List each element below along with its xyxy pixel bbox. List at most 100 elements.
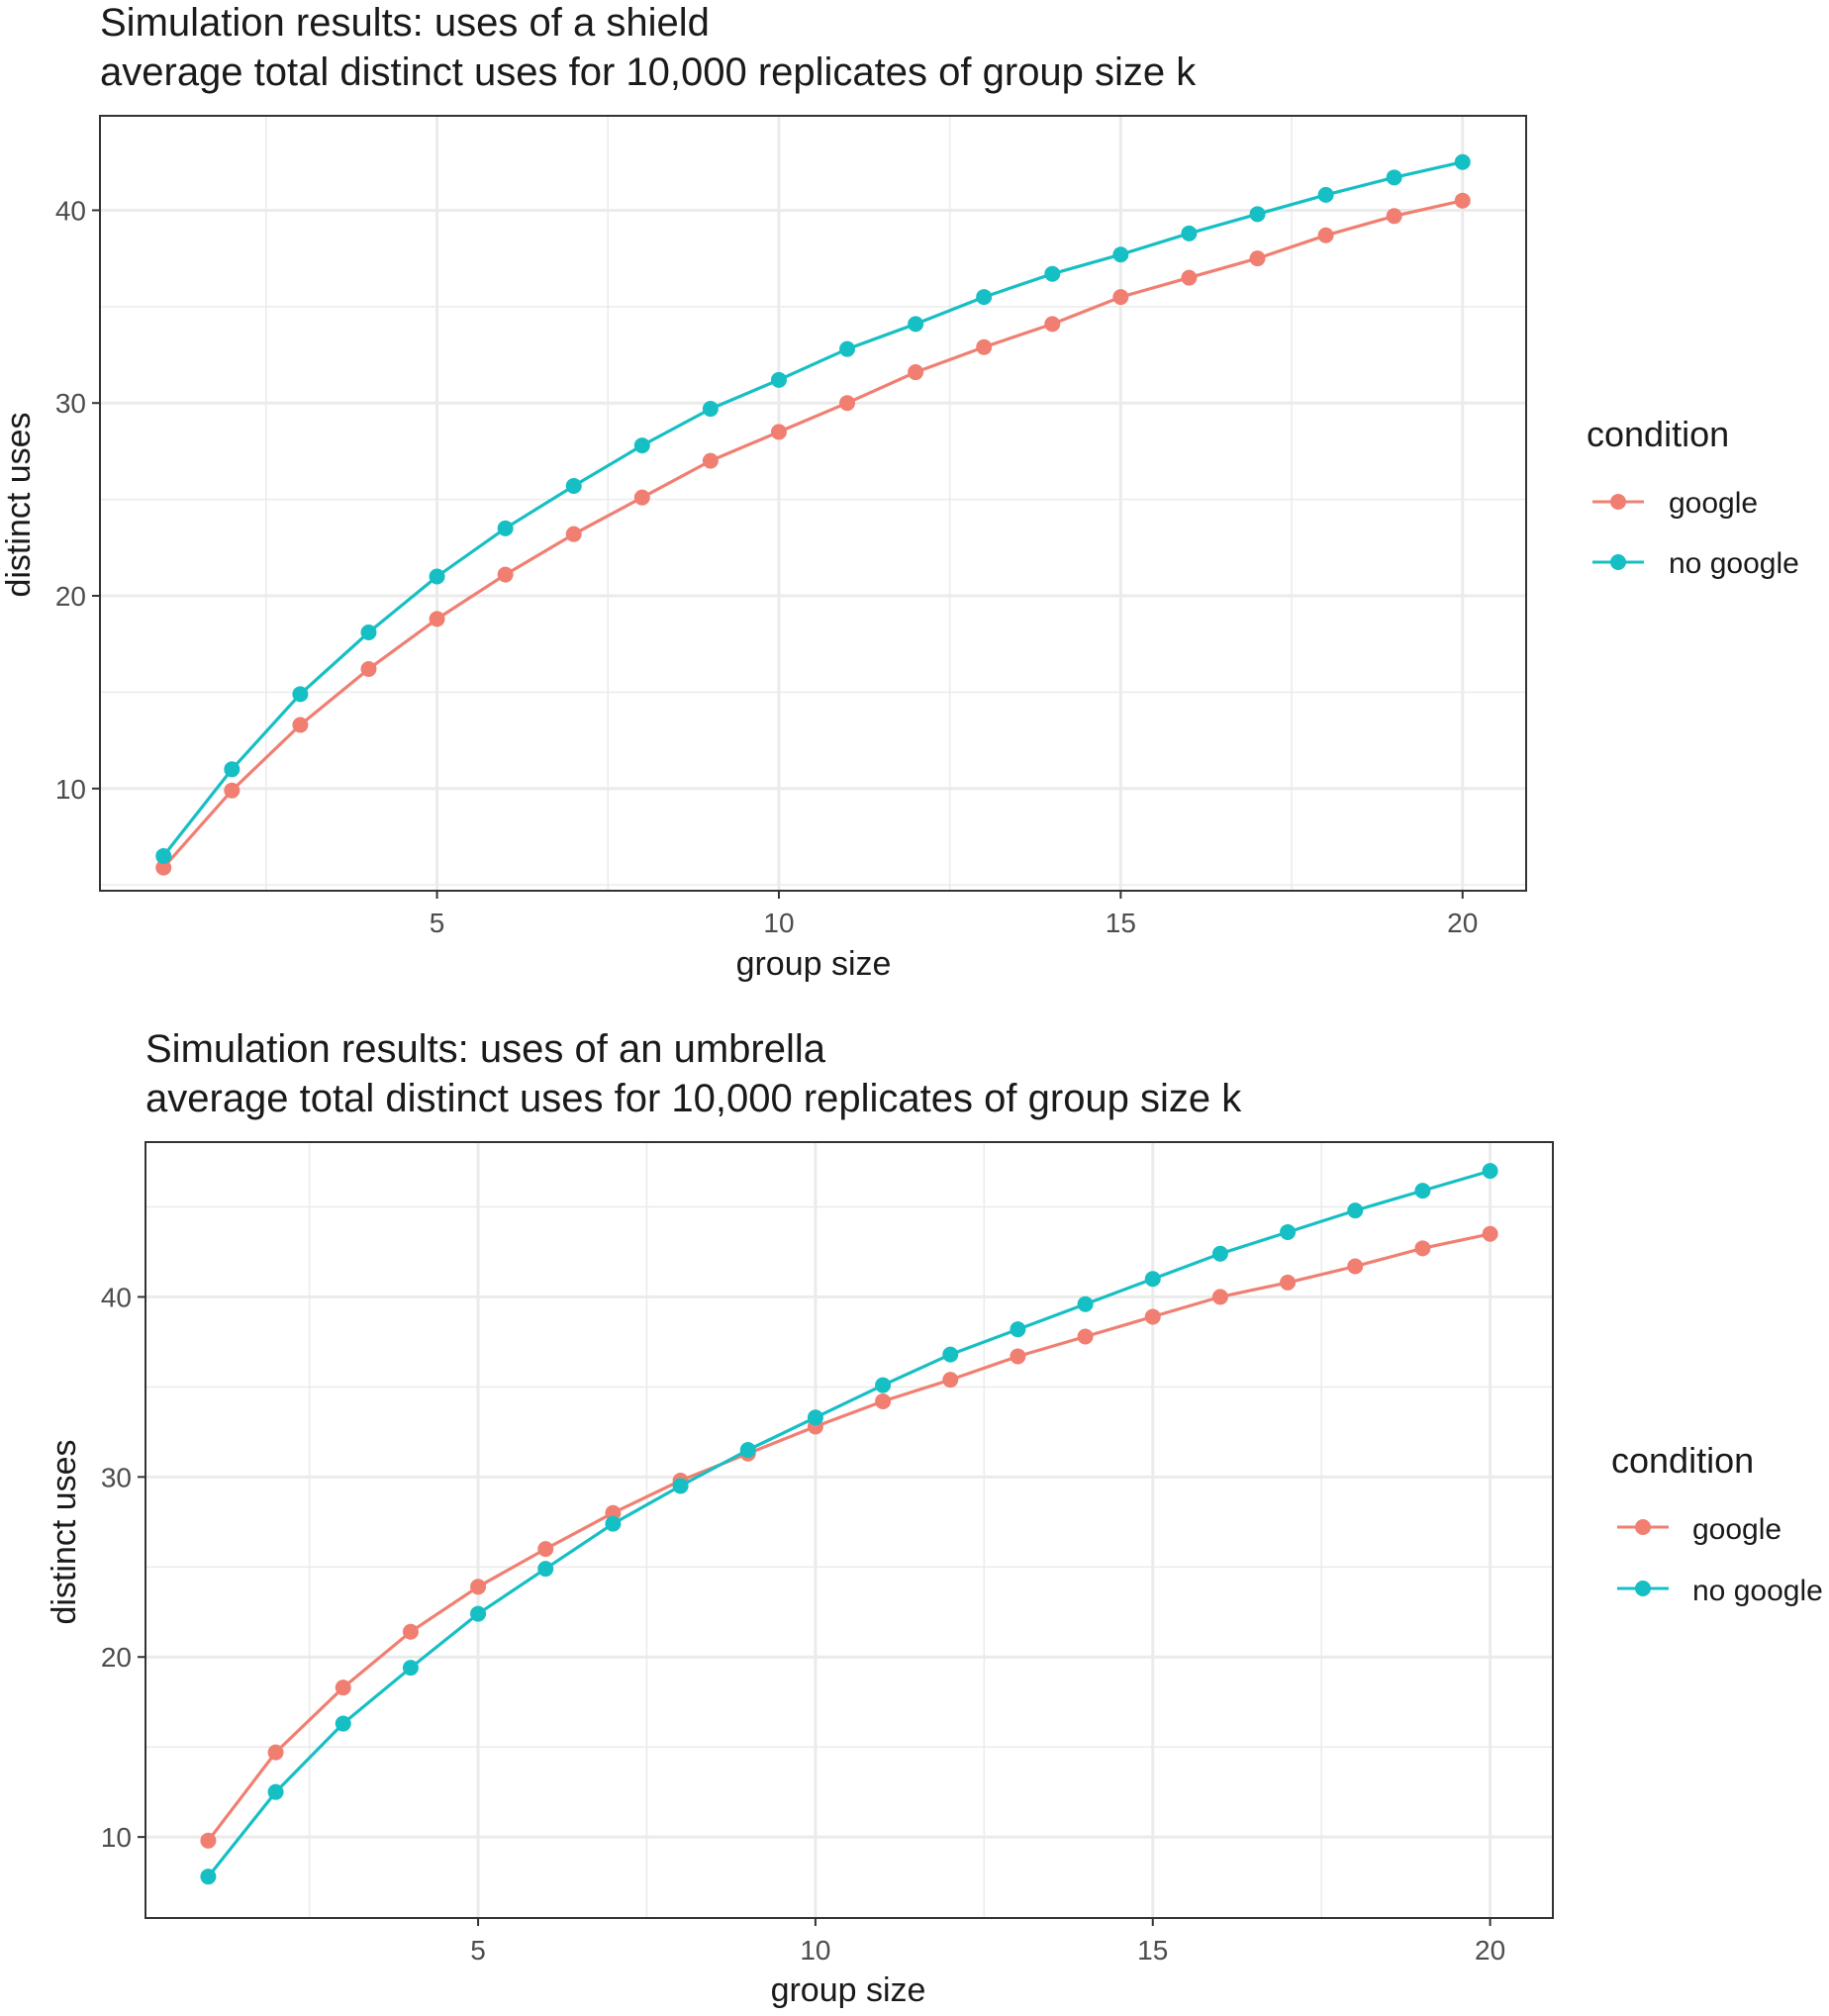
data-point-no-google <box>267 1783 284 1800</box>
data-point-no-google <box>537 1561 554 1578</box>
y-tick-label: 30 <box>55 388 86 419</box>
data-point-no-google <box>807 1409 823 1426</box>
y-tick-label: 20 <box>55 581 86 612</box>
data-point-no-google <box>1077 1296 1094 1312</box>
data-point-no-google <box>429 568 445 585</box>
x-tick-label: 20 <box>1475 1935 1505 1966</box>
axis-ticks: 5 10 15 20 10 20 30 40 <box>101 1282 1505 1966</box>
y-axis-label: distinct uses <box>46 1439 83 1624</box>
data-point-no-google <box>605 1515 622 1532</box>
legend-key-point-no-google <box>1635 1581 1651 1596</box>
data-point-google <box>1454 192 1471 209</box>
legend-title: condition <box>1611 1440 1754 1481</box>
legend-label-google: google <box>1692 1513 1781 1546</box>
data-point-google <box>908 364 924 381</box>
data-point-google <box>565 526 582 542</box>
data-point-no-google <box>739 1442 756 1459</box>
x-tick-label: 15 <box>1106 908 1136 938</box>
data-point-google <box>224 782 241 799</box>
data-point-no-google <box>1010 1321 1026 1338</box>
data-point-no-google <box>633 437 650 454</box>
data-point-google <box>770 424 787 440</box>
y-tick-label: 40 <box>101 1282 132 1312</box>
data-point-google <box>839 395 856 412</box>
data-point-no-google <box>942 1346 959 1363</box>
data-point-google <box>1211 1289 1228 1305</box>
data-point-google <box>497 566 514 583</box>
data-point-google <box>1144 1308 1161 1325</box>
data-point-google <box>702 452 719 469</box>
legend-label-no-google: no google <box>1669 547 1799 580</box>
data-point-no-google <box>360 624 377 640</box>
data-point-google <box>1010 1348 1026 1365</box>
series-line-no-google <box>161 160 1464 857</box>
data-point-google <box>360 661 377 678</box>
data-point-google <box>1077 1328 1094 1345</box>
y-tick-label: 10 <box>55 774 86 805</box>
data-point-no-google <box>497 520 514 536</box>
x-tick-label: 5 <box>430 908 445 938</box>
data-point-no-google <box>1211 1245 1228 1262</box>
data-point-no-google <box>1280 1223 1297 1240</box>
y-tick-label: 10 <box>101 1822 132 1853</box>
data-point-google <box>1112 289 1129 306</box>
x-axis-label: group size <box>771 1971 926 2009</box>
data-point-google <box>1482 1225 1498 1242</box>
y-tick-label: 40 <box>55 195 86 226</box>
data-point-no-google <box>875 1377 892 1393</box>
chart-umbrella: Simulation results: uses of an umbrella … <box>46 1027 1823 2009</box>
data-point-google <box>1181 269 1198 286</box>
legend-label-no-google: no google <box>1692 1575 1823 1607</box>
data-point-no-google <box>224 761 241 778</box>
data-point-no-google <box>1454 153 1471 170</box>
series-layer <box>200 1163 1498 1885</box>
data-point-no-google <box>1414 1183 1431 1200</box>
panel-border <box>144 1141 1554 1919</box>
data-point-no-google <box>1181 225 1198 241</box>
data-point-google <box>200 1832 217 1849</box>
x-tick-label: 5 <box>470 1935 486 1966</box>
panel-grid <box>100 116 1526 891</box>
data-point-google <box>537 1541 554 1558</box>
data-point-google <box>1347 1258 1364 1275</box>
data-point-no-google <box>1144 1271 1161 1288</box>
data-point-no-google <box>292 686 309 703</box>
series-layer <box>155 153 1471 876</box>
data-point-google <box>976 338 993 355</box>
data-point-no-google <box>770 371 787 388</box>
axis-ticks: 5 10 15 20 10 20 30 40 <box>55 195 1478 938</box>
data-point-google <box>875 1392 892 1409</box>
series-line-google <box>162 199 1464 869</box>
chart-title: Simulation results: uses of an umbrella <box>145 1027 826 1071</box>
data-point-google <box>155 859 172 876</box>
data-point-google <box>1249 250 1266 267</box>
data-point-no-google <box>1044 265 1061 282</box>
x-axis-label: group size <box>736 945 892 983</box>
chart-subtitle: average total distinct uses for 10,000 r… <box>145 1077 1242 1120</box>
data-point-no-google <box>672 1478 689 1494</box>
data-point-google <box>402 1623 419 1640</box>
data-point-no-google <box>200 1869 217 1885</box>
data-point-google <box>1280 1274 1297 1291</box>
data-point-no-google <box>1317 186 1334 203</box>
data-point-no-google <box>565 477 582 494</box>
chart-subtitle: average total distinct uses for 10,000 r… <box>100 50 1197 94</box>
data-point-no-google <box>402 1660 419 1677</box>
chart-title: Simulation results: uses of a shield <box>100 1 710 45</box>
data-point-google <box>633 489 650 506</box>
series-line-no-google <box>207 1169 1492 1878</box>
data-point-no-google <box>702 401 719 418</box>
panel-grid <box>145 1142 1553 1918</box>
legend: condition google no google <box>1611 1440 1823 1607</box>
x-tick-label: 15 <box>1137 1935 1168 1966</box>
data-point-google <box>267 1744 284 1761</box>
data-point-no-google <box>470 1605 487 1622</box>
legend: condition google no google <box>1587 414 1799 580</box>
data-point-google <box>429 611 445 627</box>
data-point-google <box>470 1579 487 1595</box>
x-tick-label: 10 <box>763 908 794 938</box>
data-point-google <box>335 1680 351 1696</box>
data-point-no-google <box>1112 246 1129 263</box>
y-axis-label: distinct uses <box>0 412 38 597</box>
data-point-google <box>942 1372 959 1389</box>
